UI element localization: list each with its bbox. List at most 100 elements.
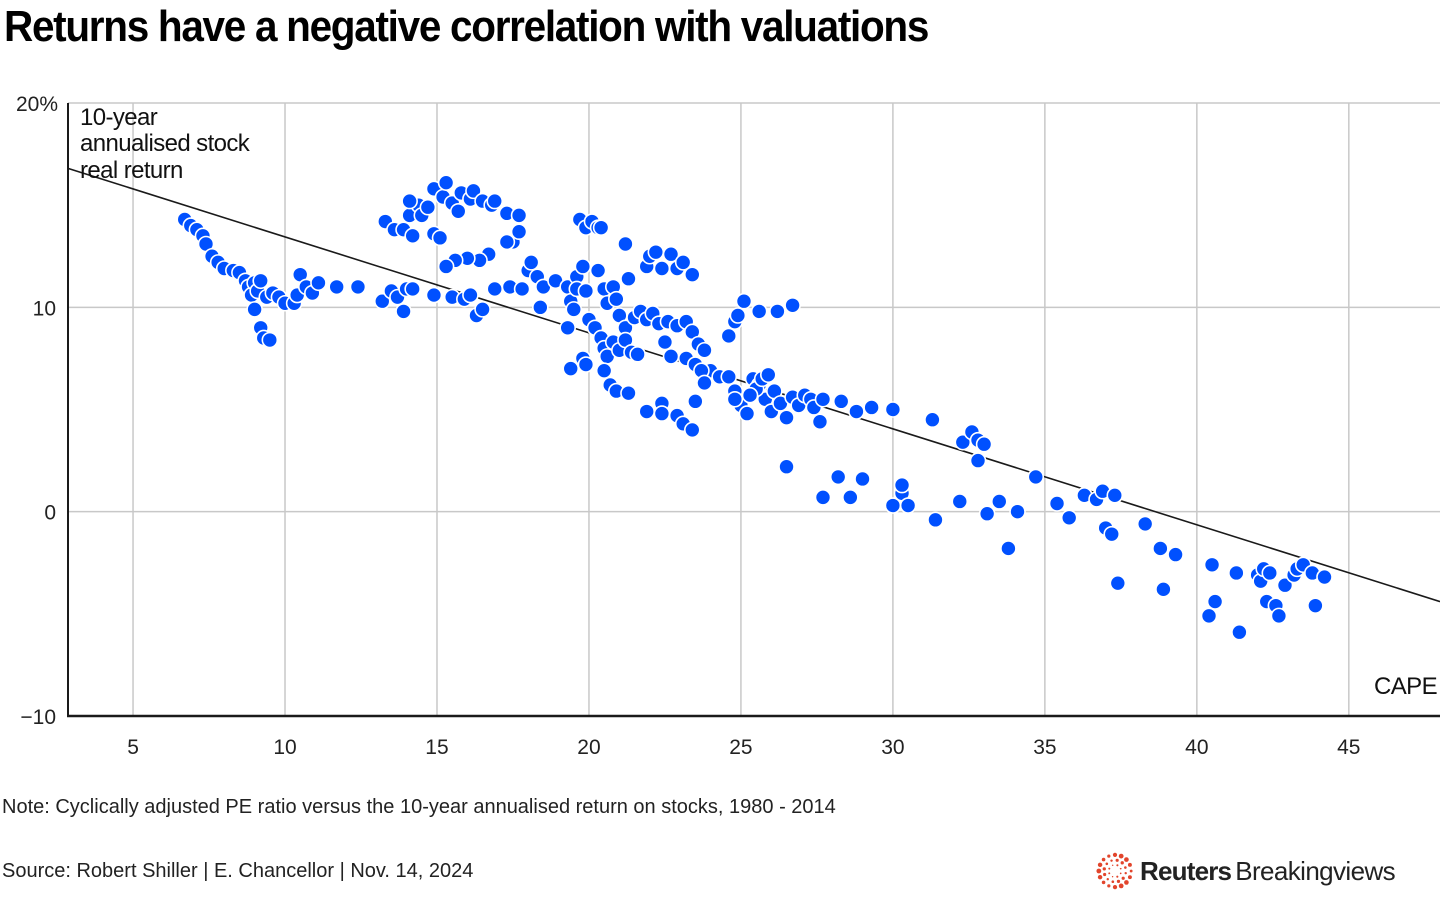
data-point: [532, 299, 549, 316]
logo-dot: [1116, 879, 1121, 883]
data-point: [431, 229, 449, 247]
x-tick-label: 45: [1337, 736, 1360, 759]
data-point: [449, 202, 467, 220]
logo-dot: [1118, 883, 1124, 889]
data-point: [1200, 607, 1218, 625]
y-axis-label: 10-year annualised stock real return: [80, 104, 251, 184]
logo-dot: [1107, 854, 1111, 858]
logo-dot: [1119, 867, 1122, 870]
data-point: [778, 458, 795, 476]
data-point: [696, 374, 713, 392]
y-tick-label: 20%: [16, 93, 58, 116]
data-point: [437, 258, 455, 275]
data-point: [404, 280, 421, 298]
logo-dot: [1118, 853, 1124, 859]
data-point: [653, 405, 671, 422]
data-point: [1203, 556, 1221, 574]
data-point: [620, 384, 637, 402]
logo-dot: [1116, 875, 1119, 878]
data-point: [404, 227, 421, 245]
data-point: [696, 341, 713, 359]
logo-dot: [1120, 861, 1124, 865]
x-tick-label: 25: [729, 736, 752, 759]
logo-dot: [1101, 880, 1106, 885]
data-point: [662, 348, 680, 365]
data-point: [1307, 597, 1324, 614]
data-point: [720, 327, 738, 345]
data-point: [565, 301, 583, 318]
data-point: [465, 182, 482, 200]
y-tick-label: 10: [33, 297, 56, 320]
x-tick-label: 15: [425, 736, 448, 759]
data-point: [687, 393, 704, 410]
x-tick-label: 20: [577, 736, 600, 759]
logo-dot: [1108, 872, 1111, 875]
data-point: [395, 303, 412, 320]
x-tick-label: 5: [127, 736, 139, 759]
logo-dot: [1107, 884, 1111, 888]
data-point: [1270, 607, 1288, 625]
data-point: [975, 435, 993, 453]
y-axis-label-line-1: 10-year: [80, 104, 158, 131]
data-point: [674, 254, 692, 271]
logo-dot: [1121, 876, 1125, 880]
data-point: [474, 301, 491, 318]
data-point: [854, 470, 871, 488]
data-point: [990, 493, 1008, 510]
data-point: [577, 356, 595, 373]
y-tick-label: 0: [44, 502, 56, 525]
data-point: [513, 280, 531, 298]
data-point: [729, 307, 747, 324]
x-tick-label: 30: [881, 736, 904, 759]
data-point: [778, 409, 795, 426]
data-point: [924, 411, 941, 429]
data-point: [951, 493, 969, 510]
data-point: [328, 278, 345, 296]
data-point: [735, 292, 753, 310]
logo-dot: [1103, 872, 1107, 877]
data-point: [638, 403, 656, 420]
x-axis-label: CAPE: [1374, 673, 1437, 700]
logo-dot: [1110, 859, 1113, 862]
data-point: [425, 286, 443, 304]
data-point: [829, 468, 847, 486]
brand-name-bold: Reuters: [1140, 855, 1232, 886]
data-point: [927, 511, 944, 529]
data-point: [1316, 568, 1333, 586]
data-point: [401, 192, 418, 210]
data-point: [814, 489, 832, 506]
data-point: [969, 452, 987, 469]
logo-dot: [1116, 864, 1119, 867]
logo-dot: [1096, 868, 1102, 874]
data-point: [562, 360, 580, 377]
data-point: [1152, 540, 1169, 557]
reuters-dot-ring-icon: [1096, 852, 1133, 890]
data-point: [683, 266, 701, 283]
logo-dot: [1111, 880, 1115, 884]
y-axis-label-line-3: real return: [80, 157, 183, 184]
data-point: [1261, 564, 1279, 582]
data-point: [1155, 581, 1172, 598]
y-tick-label: −10: [20, 706, 56, 729]
data-point: [1103, 525, 1121, 543]
data-point: [759, 366, 777, 384]
logo-dot: [1106, 877, 1109, 881]
axes: [67, 103, 1440, 718]
logo-dot: [1111, 875, 1114, 878]
logo-dot: [1124, 880, 1129, 885]
x-tick-label: 35: [1033, 736, 1056, 759]
logo-dot: [1102, 867, 1106, 871]
data-point: [592, 219, 610, 236]
logo-dot: [1124, 866, 1127, 869]
data-point: [608, 290, 625, 308]
data-point: [814, 390, 832, 408]
data-point: [863, 399, 880, 416]
data-point: [978, 505, 996, 523]
chart-note: Note: Cyclically adjusted PE ratio versu…: [2, 796, 836, 818]
data-point: [629, 346, 646, 363]
data-point: [419, 198, 437, 216]
data-point: [620, 270, 637, 288]
data-point: [738, 405, 756, 422]
data-point: [1000, 540, 1017, 557]
data-point: [498, 233, 516, 251]
